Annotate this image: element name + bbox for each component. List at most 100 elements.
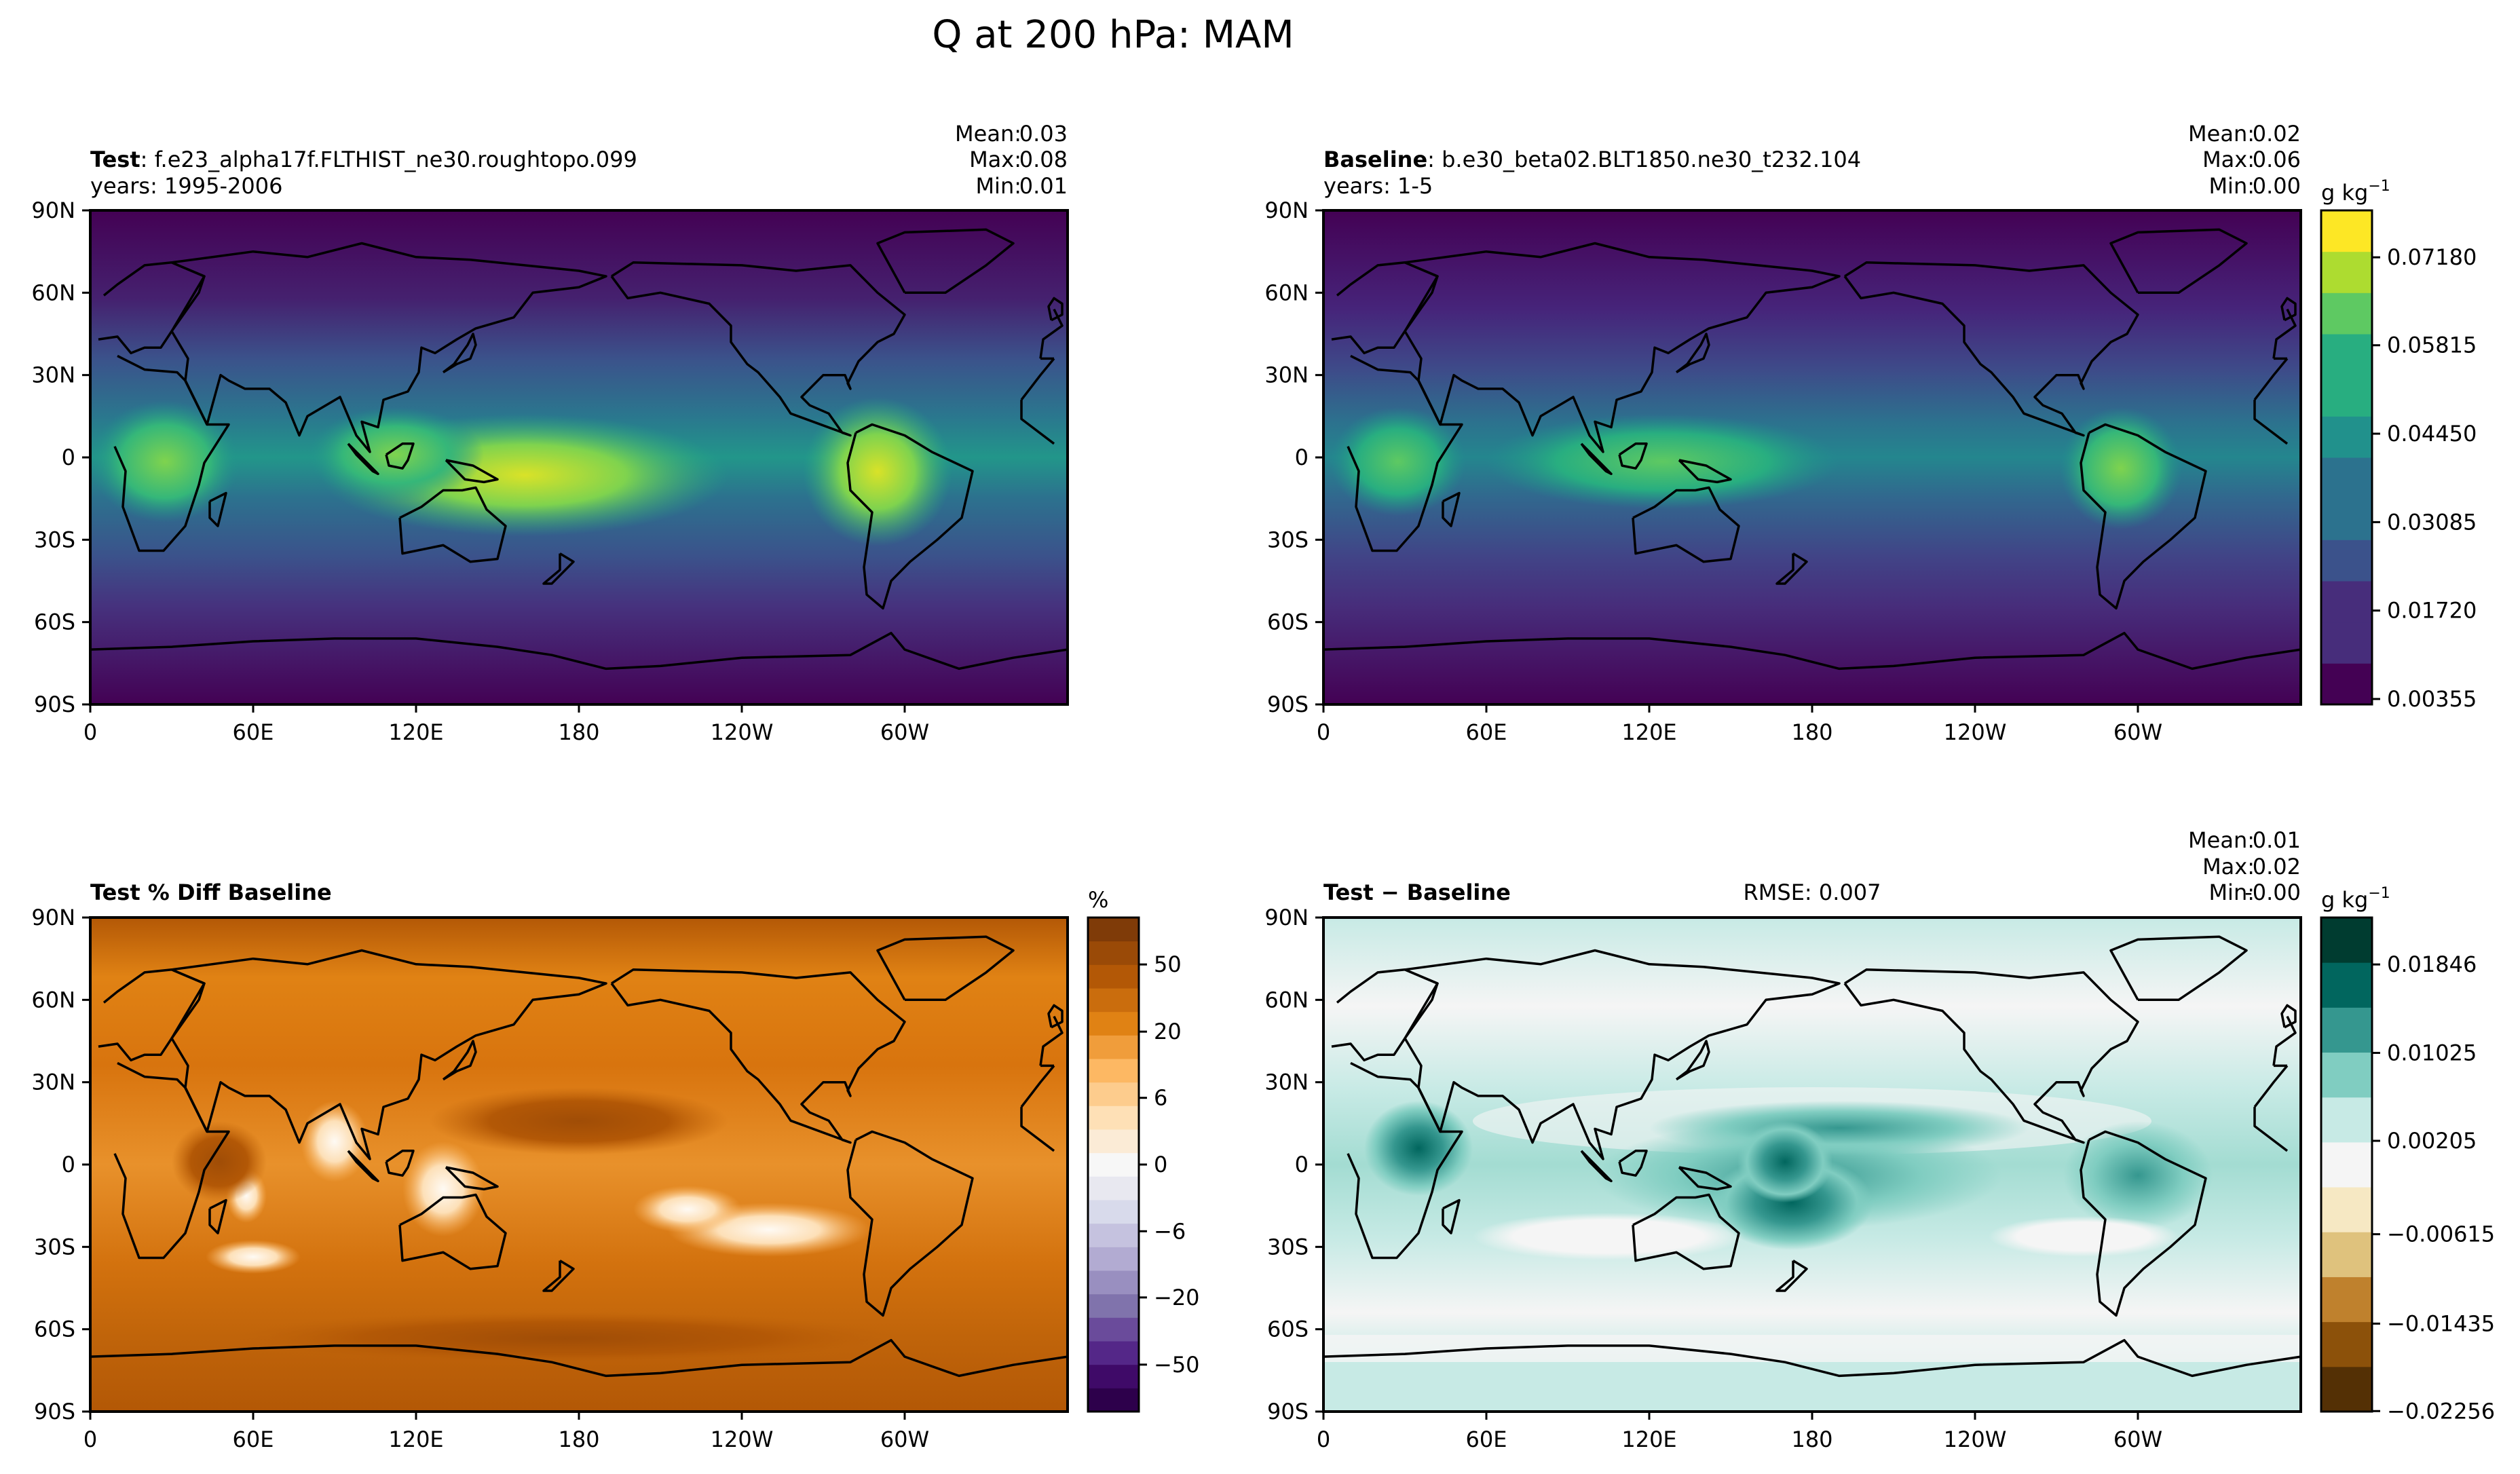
coastline-borneo: [385, 1150, 415, 1177]
baseline-ticks: 90N 60N 30N 0 30S 60S 90S 0 60E 120E 180 120W 60W: [1264, 197, 2162, 745]
lat-tick-label: 0: [1295, 1152, 1309, 1177]
coastline-uk: [2280, 1004, 2297, 1029]
panel-diff: Test − Baseline RMSE: 0.007 Mean: 0.01 M…: [1264, 827, 2302, 1452]
stat-min: -0.00: [2244, 880, 2301, 905]
stat-mean-label: Mean:: [2188, 121, 2255, 147]
colorbar-q-blocks: [2321, 210, 2372, 705]
colorbar-block: [2321, 416, 2372, 458]
coastline-madagascar: [208, 1198, 227, 1234]
lat-tick-label: 0: [62, 1152, 75, 1177]
test-years: years: 1995-2006: [90, 173, 282, 199]
coastline-newguinea: [445, 1166, 499, 1191]
test-stats: Mean: 0.03 Max: 0.08 Min: 0.01: [955, 121, 1068, 199]
colorbar-tick-label: 0.07180: [2387, 244, 2477, 270]
coastline-borneo: [1618, 442, 1648, 470]
colorbar-block: [1088, 1317, 1139, 1342]
colorbar-block: [2321, 581, 2372, 623]
colorbar-block: [1088, 1129, 1139, 1154]
pct-min-indian: [301, 1101, 369, 1182]
colorbar-block: [1088, 1011, 1139, 1036]
coastline-samerica: [846, 423, 974, 610]
stat-max-label: Max:: [2202, 147, 2255, 172]
colorbar-block: [1088, 1152, 1139, 1177]
baseline-max-warmpool: [1486, 414, 1839, 509]
lon-tick-label: 60W: [2113, 1426, 2162, 1452]
coastline-uk: [1047, 297, 1064, 322]
coastline-madagascar: [1442, 1198, 1461, 1234]
lon-tick-label: 120W: [1944, 719, 2007, 745]
colorbar-block: [2321, 1232, 2372, 1277]
coastline-asia: [170, 949, 607, 1160]
baseline-coastlines: [1323, 228, 2301, 670]
colorbar-tick-label: 0.01846: [2387, 951, 2477, 977]
lat-tick-label: 60N: [31, 987, 75, 1013]
colorbar-block: [1088, 1270, 1139, 1295]
colorbar-block: [2321, 1366, 2372, 1412]
diff-stats: Mean: 0.01 Max: 0.02 Min: -0.00: [2188, 827, 2301, 905]
baseline-max-amazon: [2060, 407, 2182, 529]
lon-tick-label: 60W: [880, 719, 929, 745]
diff-pos-itcz: [1649, 1101, 2029, 1155]
colorbar-block: [1088, 1223, 1139, 1247]
colorbar-block: [1088, 1293, 1139, 1318]
lat-tick-label: 30S: [1267, 1234, 1309, 1260]
stat-min-label: Min:: [975, 173, 1021, 199]
coastline-australia: [398, 486, 507, 563]
test-label: Test: [90, 147, 140, 172]
pct-min-southindian: [206, 1240, 301, 1274]
colorbar-tick-label: 0: [1154, 1152, 1167, 1177]
coastline-nz: [1775, 1260, 1808, 1292]
coastline-madagascar: [208, 491, 227, 527]
coastline-namerica: [610, 261, 906, 437]
colorbar-block: [1088, 918, 1139, 942]
colorbar-block: [2321, 210, 2372, 252]
coastline-australia: [398, 1193, 507, 1270]
colorbar-tick-label: −0.00615: [2387, 1222, 2495, 1247]
lat-tick-label: 30S: [34, 527, 75, 552]
colorbar-q: g kg−1 0.07180 0.05815 0.04450 0.03085 0.017…: [2320, 178, 2477, 712]
colorbar-block: [1088, 964, 1139, 989]
stat-max: 0.08: [1019, 147, 1068, 172]
baseline-years: years: 1-5: [1323, 173, 1433, 199]
coastline-uk: [2280, 297, 2297, 322]
test-coastlines: [90, 228, 1068, 670]
colorbar-q-unit: g kg−1: [2321, 178, 2390, 206]
lat-tick-label: 90S: [1267, 692, 1309, 717]
colorbar-tick-label: 0.05815: [2387, 333, 2477, 358]
coastline-newguinea: [1678, 1166, 1732, 1191]
stat-max-label: Max:: [2202, 854, 2255, 880]
colorbar-block: [1088, 1059, 1139, 1083]
colorbar-block: [1088, 1341, 1139, 1365]
pct-min-maritime: [402, 1141, 484, 1236]
colorbar-block: [2321, 1097, 2372, 1143]
lon-tick-label: 60W: [2113, 719, 2162, 745]
diff-null-sepacific: [1989, 1216, 2179, 1257]
lat-tick-label: 60N: [1264, 987, 1309, 1013]
lon-tick-label: 0: [1317, 719, 1330, 745]
lon-tick-label: 120E: [388, 719, 443, 745]
coastline-newguinea: [445, 459, 499, 484]
lon-tick-label: 120W: [711, 1426, 774, 1452]
lon-tick-label: 180: [1791, 1426, 1832, 1452]
colorbar-block: [2321, 292, 2372, 335]
coastline-antarctica: [1323, 632, 2301, 670]
test-max-amazon: [803, 397, 952, 546]
lon-tick-label: 60E: [1466, 719, 1507, 745]
coastline-uk: [1047, 1004, 1064, 1029]
test-max-africa: [90, 400, 240, 523]
lat-tick-label: 60N: [1264, 280, 1309, 305]
colorbar-tick-label: 6: [1154, 1085, 1167, 1111]
colorbar-tick-label: 0.04450: [2387, 421, 2477, 447]
lat-tick-label: 60S: [34, 609, 75, 635]
coastline-namerica: [610, 968, 906, 1144]
coastline-arabia_link: [1417, 1087, 1442, 1133]
lat-tick-label: 30N: [31, 362, 75, 388]
colorbar-block: [1088, 1200, 1139, 1224]
diff-null-indian: [1473, 1213, 1744, 1260]
lat-tick-label: 30S: [34, 1234, 75, 1260]
coastline-greenland: [2109, 935, 2248, 1002]
pct-coastlines: [90, 935, 1068, 1378]
lat-tick-label: 60N: [31, 280, 75, 305]
test-case: : f.e23_alpha17f.FLTHIST_ne30.roughtopo.…: [140, 147, 637, 172]
